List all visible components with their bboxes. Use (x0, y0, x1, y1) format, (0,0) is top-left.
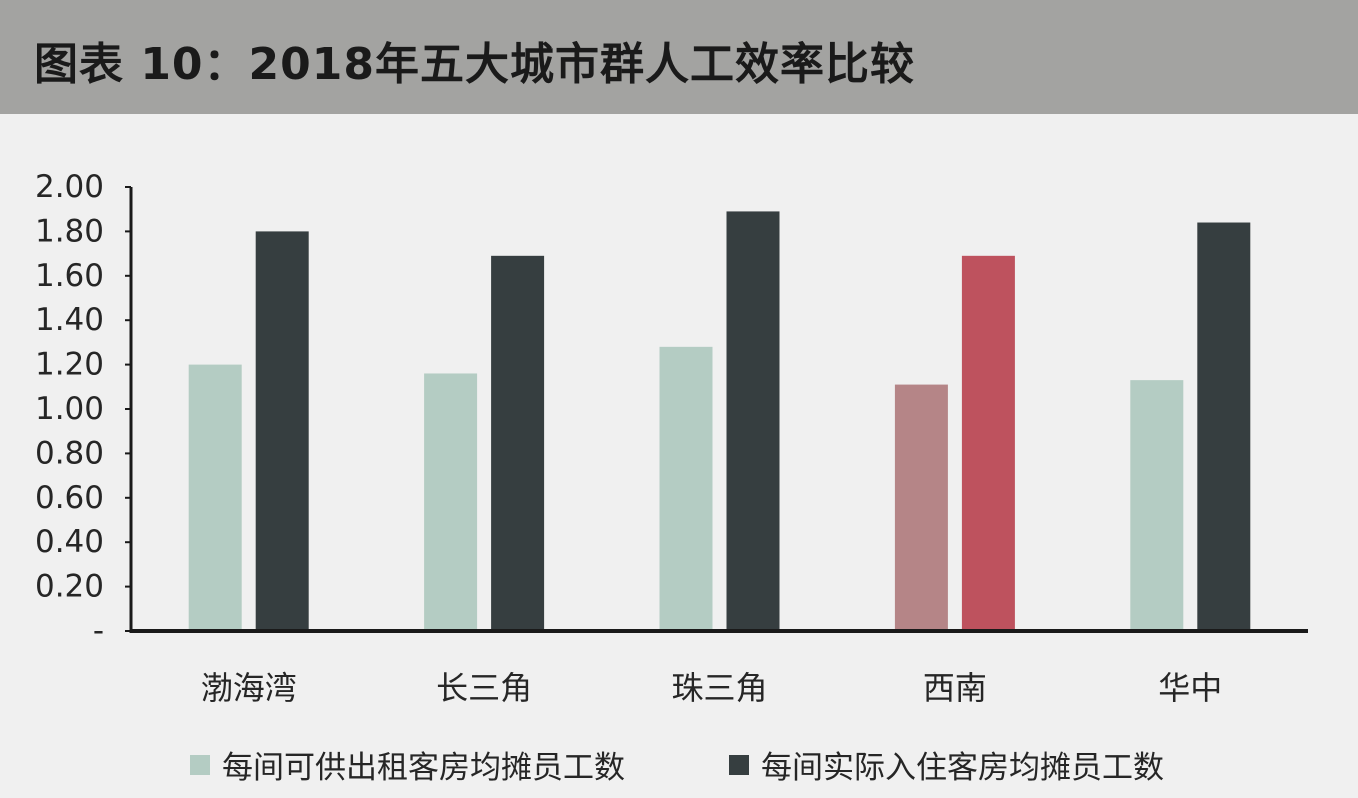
bar-2-3 (726, 211, 780, 632)
legend-swatch-series-2 (729, 754, 749, 775)
legend-item-series-2: 每间实际入住客房均摊员工数 (729, 742, 1164, 787)
bar-1-4 (894, 384, 948, 631)
legend-swatch-series-1 (190, 754, 210, 775)
y-tick-label: 2.00 (35, 169, 104, 205)
y-tick-label: 1.20 (35, 347, 104, 383)
bar-1-3 (659, 346, 713, 631)
y-tick-label: 0.80 (35, 435, 104, 471)
bar-1-1 (188, 364, 242, 631)
legend: 每间可供出租客房均摊员工数 每间实际入住客房均摊员工数 (190, 742, 1164, 787)
y-tick-label: - (93, 613, 104, 649)
x-tick-label: 华中 (1158, 669, 1222, 707)
legend-label-series-1: 每间可供出租客房均摊员工数 (222, 750, 625, 786)
x-tick-label: 长三角 (436, 669, 532, 707)
y-tick-label: 0.20 (35, 569, 104, 605)
x-tick-label: 珠三角 (671, 669, 767, 707)
bar-1-2 (424, 373, 478, 631)
bar-1-5 (1130, 380, 1184, 631)
y-tick-label: 0.60 (35, 480, 104, 516)
x-tick-label: 西南 (923, 669, 987, 707)
title-bar: 图表 10：2018年五大城市群人工效率比较 (0, 0, 1358, 114)
y-tick-label: 1.60 (35, 258, 104, 294)
bar-2-5 (1197, 222, 1251, 631)
bar-2-4 (961, 255, 1015, 631)
legend-label-series-2: 每间实际入住客房均摊员工数 (761, 750, 1164, 786)
bar-2-1 (255, 231, 309, 631)
bar-2-2 (491, 255, 545, 631)
y-tick-label: 0.40 (35, 524, 104, 560)
y-tick-label: 1.40 (35, 302, 104, 338)
chart-title: 图表 10：2018年五大城市群人工效率比较 (34, 39, 916, 90)
y-tick-label: 1.00 (35, 391, 104, 427)
y-tick-label: 1.80 (35, 213, 104, 249)
x-tick-label: 渤海湾 (201, 669, 297, 707)
legend-item-series-1: 每间可供出租客房均摊员工数 (190, 742, 625, 787)
bar-chart: - 0.20 0.40 0.60 0.80 1.00 1.20 1.40 1.60 1.80 2.0… (35, 169, 1308, 707)
